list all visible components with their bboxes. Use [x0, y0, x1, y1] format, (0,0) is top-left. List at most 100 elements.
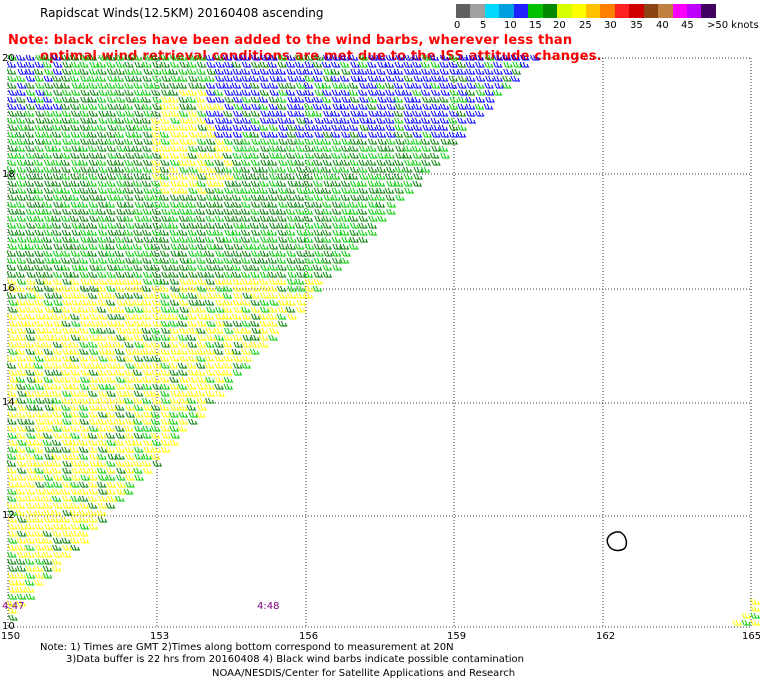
wind-barb	[304, 257, 314, 264]
wind-barb	[483, 103, 494, 110]
colorbar-label: 45	[681, 20, 694, 31]
wind-barb	[42, 495, 53, 502]
wind-barb	[80, 166, 90, 173]
wind-barb	[107, 117, 117, 124]
colorbar-swatch	[484, 4, 500, 18]
wind-barb	[150, 82, 161, 89]
wind-barb	[286, 257, 296, 264]
wind-barb	[223, 355, 234, 362]
wind-barb	[70, 327, 80, 334]
wind-barb	[429, 138, 440, 145]
wind-barb	[215, 75, 225, 82]
wind-barb	[485, 54, 495, 61]
wind-barb	[168, 418, 179, 425]
wind-barb	[52, 362, 62, 369]
wind-barb	[61, 180, 72, 187]
wind-barb	[88, 488, 99, 495]
wind-barb	[152, 383, 162, 390]
wind-barb	[448, 117, 458, 124]
wind-barb	[7, 285, 17, 292]
wind-barb	[205, 82, 216, 89]
wind-barb	[116, 145, 126, 152]
wind-barb	[231, 264, 242, 271]
wind-barb	[321, 103, 332, 110]
wind-barb	[232, 236, 242, 243]
wind-barb	[34, 166, 44, 173]
wind-barb	[17, 516, 27, 523]
wind-barb	[241, 313, 252, 320]
wind-barb	[142, 362, 152, 369]
wind-barb	[78, 243, 89, 250]
wind-barb	[33, 243, 44, 250]
wind-barb	[205, 369, 216, 376]
wind-barb	[123, 334, 134, 341]
wind-barb	[250, 271, 260, 278]
wind-barb	[303, 103, 314, 110]
wind-barb	[142, 82, 153, 89]
wind-barb	[251, 61, 261, 68]
black-circle-outline	[606, 531, 628, 552]
wind-barb	[277, 61, 287, 68]
wind-barb	[62, 208, 72, 215]
wind-barb	[125, 439, 135, 446]
wind-barb	[7, 495, 17, 502]
wind-barb	[179, 138, 189, 145]
wind-barb	[125, 124, 135, 131]
wind-barb	[196, 362, 206, 369]
wind-barb	[368, 201, 378, 208]
wind-barb	[430, 75, 441, 82]
wind-barb	[241, 145, 251, 152]
wind-barb	[259, 68, 270, 75]
wind-barb	[412, 82, 422, 89]
wind-barb	[123, 355, 134, 362]
wind-barb	[395, 138, 405, 145]
wind-barb	[42, 278, 53, 285]
wind-barb	[87, 124, 98, 131]
wind-barb	[394, 61, 404, 68]
wind-barb	[223, 208, 233, 215]
wind-barb	[322, 131, 333, 138]
wind-barb	[34, 96, 44, 103]
wind-barb	[134, 474, 144, 481]
wind-barb	[24, 124, 35, 131]
wind-barb	[34, 145, 44, 152]
wind-barb	[70, 138, 81, 145]
wind-barb	[267, 159, 278, 166]
colorbar-label: >50 knots	[707, 20, 759, 31]
wind-barb	[286, 68, 296, 75]
wind-barb	[340, 194, 351, 201]
wind-barb	[105, 299, 116, 306]
wind-barb	[106, 460, 116, 467]
wind-barb	[152, 222, 162, 229]
wind-barb	[105, 474, 116, 481]
wind-barb	[78, 446, 89, 453]
wind-barb	[132, 131, 143, 138]
wind-barb	[214, 103, 224, 110]
wind-barb	[304, 75, 314, 82]
wind-barb	[124, 271, 134, 278]
wind-barb	[348, 124, 359, 131]
wind-barb	[134, 215, 144, 222]
wind-barb	[15, 117, 26, 124]
wind-barb	[42, 327, 53, 334]
wind-barb	[170, 208, 180, 215]
wind-barb	[34, 530, 44, 537]
time-label: 4:48	[257, 601, 279, 612]
wind-barb	[96, 194, 107, 201]
wind-barb	[60, 397, 71, 404]
wind-barb	[367, 208, 378, 215]
wind-barb	[44, 145, 54, 152]
wind-barb	[349, 187, 360, 194]
lon-label: 159	[447, 631, 466, 642]
wind-barb	[53, 418, 63, 425]
wind-barb	[277, 278, 287, 285]
wind-barb	[116, 96, 126, 103]
wind-barb	[170, 117, 180, 124]
wind-barb	[222, 145, 233, 152]
wind-barb	[260, 306, 270, 313]
wind-barb	[43, 460, 53, 467]
wind-barb	[44, 369, 54, 376]
wind-barb	[150, 390, 161, 397]
wind-barb	[233, 117, 243, 124]
